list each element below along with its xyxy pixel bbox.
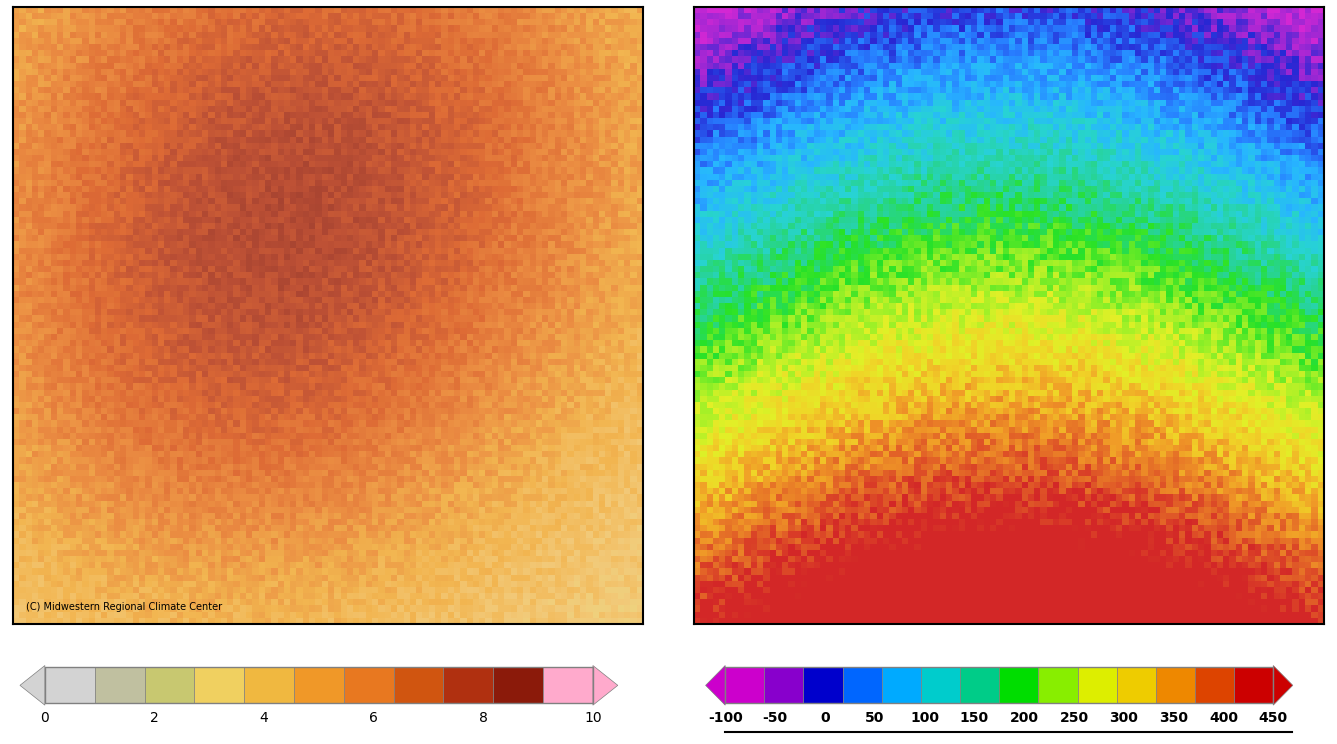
- Bar: [1195, 667, 1234, 703]
- Bar: [45, 667, 592, 703]
- Bar: [444, 667, 493, 703]
- Text: 450: 450: [1258, 711, 1288, 725]
- Bar: [960, 667, 999, 703]
- Bar: [543, 667, 592, 703]
- FancyArrow shape: [706, 666, 725, 705]
- Text: -100: -100: [707, 711, 742, 725]
- Bar: [725, 667, 1273, 703]
- Text: 50: 50: [865, 711, 884, 725]
- Bar: [1039, 667, 1078, 703]
- Text: 6: 6: [369, 711, 378, 725]
- Bar: [725, 667, 765, 703]
- Bar: [294, 667, 344, 703]
- Bar: [194, 667, 245, 703]
- Text: 100: 100: [910, 711, 939, 725]
- Bar: [1116, 667, 1155, 703]
- Bar: [344, 667, 393, 703]
- Bar: [45, 667, 95, 703]
- Bar: [245, 667, 294, 703]
- Bar: [1078, 667, 1116, 703]
- Bar: [921, 667, 960, 703]
- Text: 2: 2: [150, 711, 159, 725]
- Text: 300: 300: [1110, 711, 1138, 725]
- Text: 0: 0: [40, 711, 49, 725]
- Text: 250: 250: [1059, 711, 1088, 725]
- Bar: [493, 667, 543, 703]
- Bar: [804, 667, 842, 703]
- Bar: [1234, 667, 1273, 703]
- Text: 200: 200: [1009, 711, 1039, 725]
- Text: 350: 350: [1159, 711, 1189, 725]
- Text: Mean period is 1991-2020.: Mean period is 1991-2020.: [245, 642, 412, 655]
- Text: 8: 8: [479, 711, 488, 725]
- Text: -50: -50: [762, 711, 787, 725]
- FancyArrow shape: [592, 666, 618, 705]
- Bar: [882, 667, 921, 703]
- Bar: [95, 667, 144, 703]
- Text: 4: 4: [259, 711, 269, 725]
- Text: (C) Midwestern Regional Climate Center: (C) Midwestern Regional Climate Center: [25, 602, 222, 612]
- FancyArrow shape: [1273, 666, 1293, 705]
- Bar: [144, 667, 194, 703]
- Text: 10: 10: [584, 711, 602, 725]
- Text: 150: 150: [960, 711, 989, 725]
- Bar: [999, 667, 1039, 703]
- Bar: [765, 667, 804, 703]
- Text: 400: 400: [1209, 711, 1238, 725]
- Bar: [393, 667, 444, 703]
- Text: 0: 0: [820, 711, 830, 725]
- Bar: [842, 667, 882, 703]
- FancyArrow shape: [20, 666, 45, 705]
- Bar: [1155, 667, 1195, 703]
